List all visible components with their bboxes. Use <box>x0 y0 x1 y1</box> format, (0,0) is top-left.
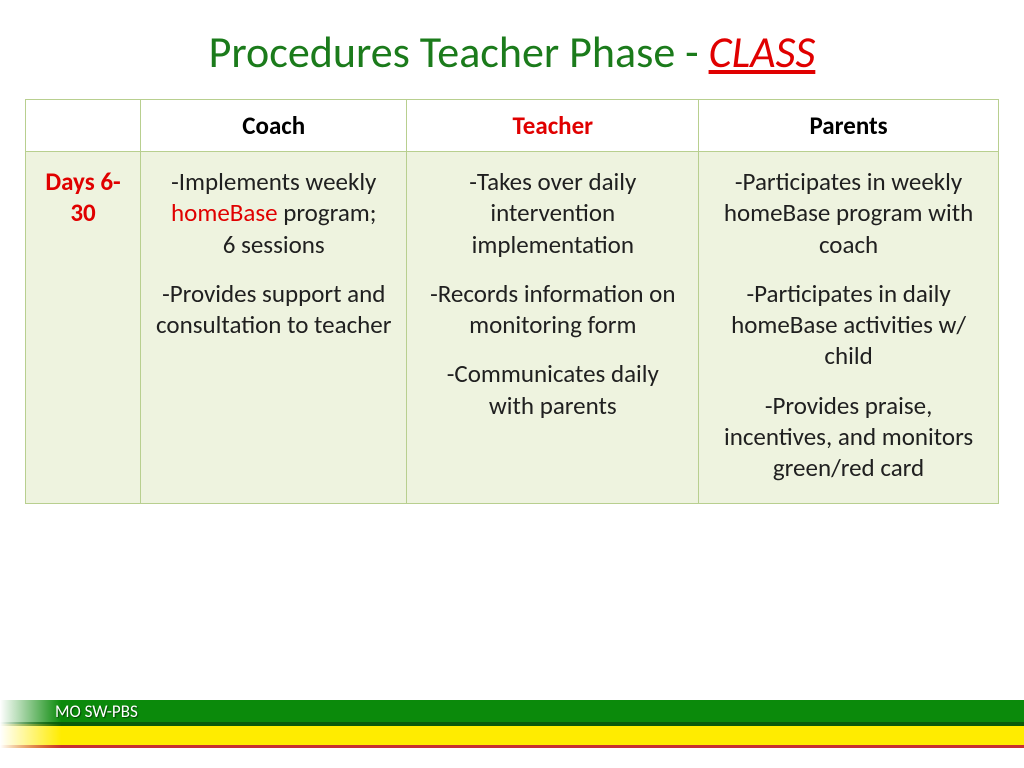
procedures-table: Coach Teacher Parents Days 6-30 -Impleme… <box>25 99 999 504</box>
cell-parents: -Participates in weekly homeBase program… <box>699 152 999 504</box>
col-header-teacher: Teacher <box>407 100 699 152</box>
table-row: Days 6-30 -Implements weekly homeBase pr… <box>26 152 999 504</box>
title-part1: Procedures Teacher Phase - <box>209 25 709 79</box>
cell-item: -Records information on monitoring form <box>421 278 684 341</box>
footer-darkgreen-stripe <box>0 722 1024 726</box>
footer-red-stripe <box>0 745 1024 748</box>
cell-item: -Participates in daily homeBase activiti… <box>713 278 984 372</box>
col-header-coach: Coach <box>141 100 407 152</box>
cell-item: -Participates in weekly homeBase program… <box>713 166 984 260</box>
cell-item: -Provides support and consultation to te… <box>155 278 392 341</box>
table-container: Coach Teacher Parents Days 6-30 -Impleme… <box>0 99 1024 504</box>
table-body: Days 6-30 -Implements weekly homeBase pr… <box>26 152 999 504</box>
footer-green-stripe <box>0 700 1024 724</box>
title-part2: CLASS <box>709 25 816 79</box>
cell-coach: -Implements weekly homeBase program; 6 s… <box>141 152 407 504</box>
table-header-row: Coach Teacher Parents <box>26 100 999 152</box>
footer-bar: MO SW-PBS <box>0 700 1024 748</box>
cell-item: -Implements weekly homeBase program; 6 s… <box>155 166 392 260</box>
row-label: Days 6-30 <box>26 152 141 504</box>
cell-item: -Communicates daily with parents <box>421 358 684 421</box>
highlight-text: homeBase <box>171 197 278 228</box>
cell-teacher: -Takes over daily intervention implement… <box>407 152 699 504</box>
col-header-parents: Parents <box>699 100 999 152</box>
cell-item: -Provides praise, incentives, and monito… <box>713 390 984 484</box>
cell-item: -Takes over daily intervention implement… <box>421 166 684 260</box>
col-header-blank <box>26 100 141 152</box>
cell-text: -Implements weekly <box>171 166 376 197</box>
footer-label: MO SW-PBS <box>55 700 138 724</box>
slide-title: Procedures Teacher Phase - CLASS <box>0 0 1024 99</box>
